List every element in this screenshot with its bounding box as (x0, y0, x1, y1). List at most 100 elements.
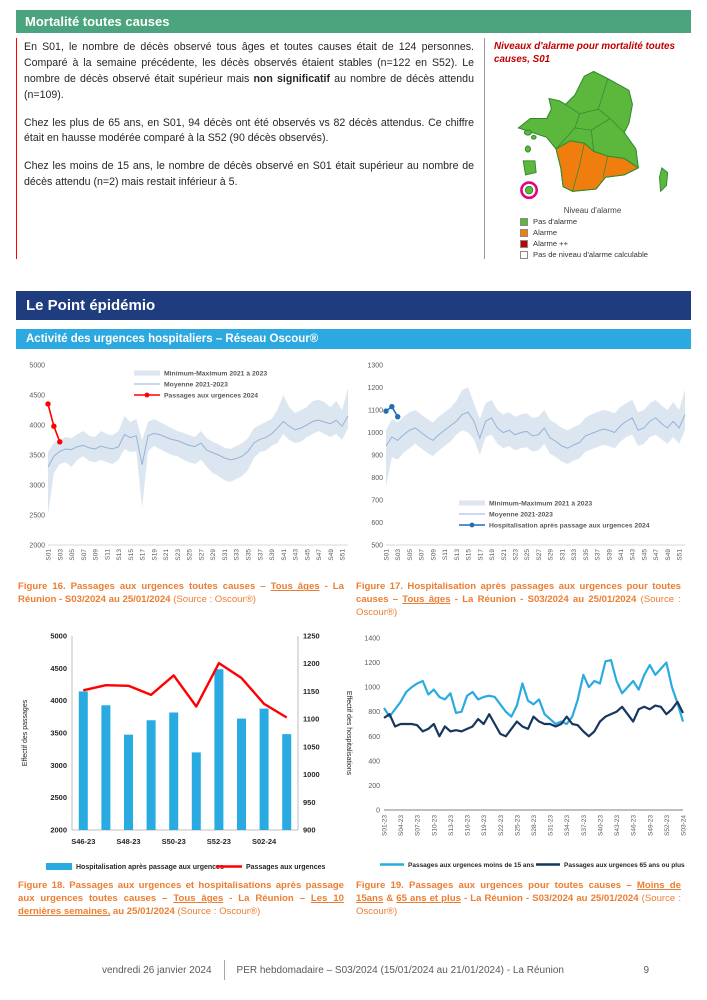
section-title-mortalite: Mortalité toutes causes (25, 14, 170, 29)
footer-title: PER hebdomadaire – S03/2024 (15/01/2024 … (236, 964, 564, 976)
svg-text:1300: 1300 (367, 363, 383, 370)
svg-text:S01: S01 (46, 549, 53, 561)
section-title-point-epidemio: Le Point épidémio (26, 297, 156, 315)
france-alarm-map (516, 71, 668, 200)
svg-text:S25: S25 (524, 549, 531, 561)
caption-underline: Tous âges (402, 594, 451, 606)
svg-text:S25-23: S25-23 (514, 815, 521, 836)
legend-label: Alarme ++ (533, 239, 569, 249)
svg-text:S01-23: S01-23 (382, 815, 389, 836)
alarm-map-panel: Niveaux d'alarme pour mortalité toutes c… (484, 38, 691, 260)
svg-text:S41: S41 (281, 549, 288, 561)
svg-text:S46-23: S46-23 (631, 815, 638, 836)
svg-text:S48-23: S48-23 (116, 837, 140, 846)
legend-item-non-calculable: Pas de niveau d'alarme calculable (520, 250, 691, 259)
svg-text:S27: S27 (536, 549, 543, 561)
caption-underline: 65 ans et plus (396, 893, 461, 905)
svg-text:S49: S49 (328, 549, 335, 561)
svg-text:S35: S35 (246, 549, 253, 561)
svg-text:S34-23: S34-23 (564, 815, 571, 836)
svg-text:S11: S11 (442, 549, 449, 560)
svg-text:S37-23: S37-23 (581, 815, 588, 836)
svg-text:Effectif des hospitalisations: Effectif des hospitalisations (345, 691, 352, 776)
figure17-chart: 500 600 700 800 900 1000 1100 1200 1300 S01 S03 S05… (354, 359, 691, 577)
svg-text:S23: S23 (512, 549, 519, 561)
svg-text:5000: 5000 (50, 632, 67, 641)
svg-text:3000: 3000 (50, 761, 67, 770)
figures-grid: 2000 2500 3000 3500 4000 4500 5000 S01 S03 S05 S07… (16, 359, 691, 927)
figure18-chart: 2000 2500 3000 3500 4000 4500 5000 900 950 1000 10… (16, 628, 354, 876)
alarm-map-legend: Niveau d'alarme Pas d'alarme Alarme Alar… (494, 206, 691, 259)
svg-text:S03-24: S03-24 (681, 815, 688, 836)
legend-item-pas-dalarme: Pas d'alarme (520, 217, 691, 226)
svg-text:3000: 3000 (29, 483, 45, 490)
svg-text:400: 400 (368, 759, 380, 766)
figure19-chart: 0 200 400 600 800 1000 1200 1400 S01-23 S04-23 S07… (354, 628, 691, 872)
svg-text:S29: S29 (548, 549, 555, 561)
svg-text:1400: 1400 (364, 636, 380, 643)
svg-text:4000: 4000 (29, 423, 45, 430)
svg-text:1050: 1050 (303, 743, 320, 752)
svg-text:S47: S47 (653, 549, 660, 561)
svg-text:Minimum-Maximum 2021 à 2023: Minimum-Maximum 2021 à 2023 (489, 501, 592, 508)
svg-text:S19: S19 (151, 549, 158, 561)
svg-text:S21: S21 (163, 549, 170, 561)
svg-text:5000: 5000 (29, 363, 45, 370)
svg-text:S02-24: S02-24 (252, 837, 277, 846)
france-map-wrap (494, 68, 691, 205)
paragraph-text: au nombre de décès attendu (n=109). (24, 72, 474, 101)
svg-text:Moyenne 2021-2023: Moyenne 2021-2023 (489, 512, 553, 519)
svg-text:S28-23: S28-23 (531, 815, 538, 836)
caption-source: (Source : Oscour®) (356, 594, 681, 619)
svg-text:S15: S15 (466, 549, 473, 561)
legend-label: Pas de niveau d'alarme calculable (533, 250, 649, 260)
red-swatch (520, 239, 528, 248)
svg-text:3500: 3500 (50, 729, 67, 738)
svg-text:1250: 1250 (303, 632, 320, 641)
svg-text:1000: 1000 (303, 770, 320, 779)
legend-label: Alarme (533, 228, 558, 238)
svg-text:S23: S23 (175, 549, 182, 561)
svg-text:S09: S09 (93, 549, 100, 561)
svg-text:S17: S17 (477, 549, 484, 561)
bold-non-significatif: non significatif (253, 72, 330, 85)
svg-text:1150: 1150 (303, 687, 319, 696)
svg-text:S05: S05 (407, 549, 414, 561)
svg-text:1200: 1200 (303, 659, 320, 668)
svg-text:1000: 1000 (367, 430, 383, 437)
svg-text:S49: S49 (665, 549, 672, 561)
svg-text:S11: S11 (104, 549, 111, 560)
svg-text:S49-23: S49-23 (647, 815, 654, 836)
mortalite-section-body: En S01, le nombre de décès observé tous … (16, 38, 691, 260)
svg-text:S10-23: S10-23 (431, 815, 438, 836)
svg-text:2500: 2500 (29, 513, 45, 520)
svg-text:Hospitalisation après passage: Hospitalisation après passage aux urgenc… (489, 523, 650, 530)
paragraph-deces-s01: En S01, le nombre de décès observé tous … (24, 40, 474, 104)
reunion-highlight-ring (519, 181, 538, 200)
svg-text:S31-23: S31-23 (548, 815, 555, 836)
svg-text:S04-23: S04-23 (398, 815, 405, 836)
alarm-map-title: Niveaux d'alarme pour mortalité toutes c… (494, 41, 675, 66)
white-swatch (520, 250, 528, 259)
svg-text:Passages aux urgences 65 ans o: Passages aux urgences 65 ans ou plus (564, 862, 685, 869)
figure17-caption: Figure 17. Hospitalisation après passage… (356, 581, 681, 620)
svg-text:4500: 4500 (50, 664, 67, 673)
caption-underline: Tous âges (270, 581, 320, 593)
svg-text:S52-23: S52-23 (207, 837, 231, 846)
caption-text: - La Réunion - S03/2024 au 25/01/2024 (18, 581, 345, 606)
svg-text:S52-23: S52-23 (664, 815, 671, 836)
svg-text:S50-23: S50-23 (162, 837, 186, 846)
caption-text: Figure 19. Passages aux urgences pour to… (356, 880, 637, 892)
caption-text: Figure 16. Passages aux urgences toutes … (18, 581, 271, 593)
svg-text:S07: S07 (419, 549, 426, 561)
green-swatch (520, 217, 528, 226)
svg-text:S03: S03 (395, 549, 402, 561)
footer-date: vendredi 26 janvier 2024 (102, 964, 212, 976)
svg-text:800: 800 (371, 475, 383, 482)
svg-text:1000: 1000 (364, 685, 380, 692)
section-title-urgences: Activité des urgences hospitaliers – Rés… (26, 333, 319, 346)
section-header-point-epidemio: Le Point épidémio (16, 291, 691, 321)
svg-text:S37: S37 (257, 549, 264, 561)
svg-text:Passages aux urgences moins de: Passages aux urgences moins de 15 ans (408, 862, 534, 869)
svg-text:S07: S07 (81, 549, 88, 561)
